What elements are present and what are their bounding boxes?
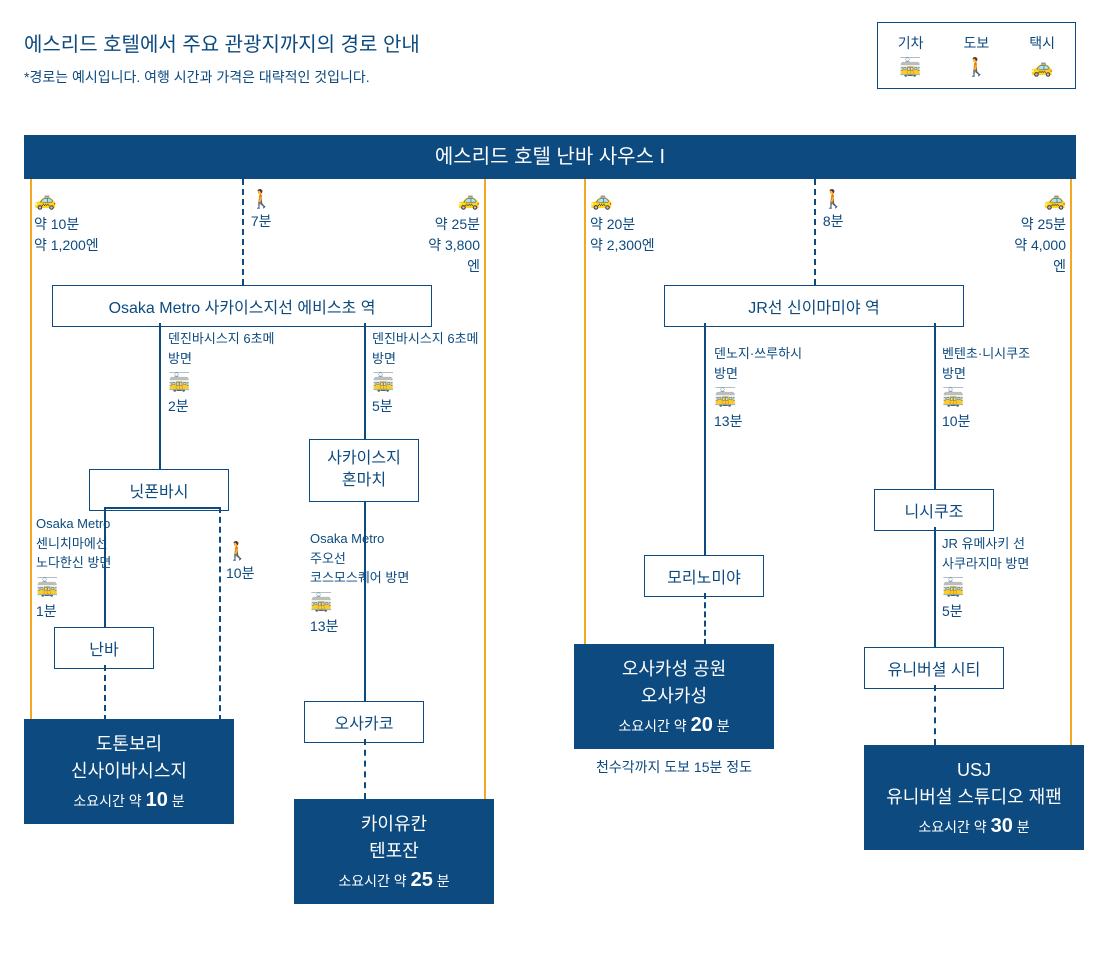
line-nishikujo-uc <box>934 527 936 647</box>
line-osakako-dest <box>364 739 366 799</box>
walk-line-2 <box>814 179 816 285</box>
line-morinomiya-dest <box>704 593 706 645</box>
train-icon: 🚋 <box>942 575 1029 600</box>
train-icon: 🚋 <box>942 385 1030 410</box>
station-nishikujo: 니시쿠조 <box>874 489 994 531</box>
page-subtitle: *경로는 예시입니다. 여행 시간과 가격은 대략적인 것입니다. <box>24 67 420 87</box>
seg-sakaisuji-osakako: Osaka Metro 주오선 코스모스퀘어 방면 🚋 13분 <box>310 529 409 637</box>
seg-nishikujo-uc: JR 유메사키 선 사쿠라지마 방면 🚋 5분 <box>942 534 1029 622</box>
taxi-label-1: 🚕 약 10분 약 1,200엔 <box>34 187 99 256</box>
station-ebisucho: Osaka Metro 사카이스지선 에비스초 역 <box>52 285 432 327</box>
station-jr-shinimamiya: JR선 신이마미야 역 <box>664 285 964 327</box>
legend-train-label: 기차 <box>898 33 924 53</box>
taxi-icon: 🚕 <box>1010 187 1066 214</box>
legend-walk: 도보 🚶 <box>963 33 989 78</box>
legend-taxi-label: 택시 <box>1029 33 1055 53</box>
seg-nippon-walk: 🚶 10분 <box>226 539 254 584</box>
train-icon: 🚋 <box>714 385 802 410</box>
line-nippon-walk <box>219 507 221 721</box>
line-namba-dest <box>104 665 106 721</box>
seg-jr-morinomiya: 덴노지·쓰루하시 방면 🚋 13분 <box>714 344 802 432</box>
hline-nippon-split <box>104 507 219 509</box>
route-diagram: 🚕 약 10분 약 1,200엔 🚕 약 25분 약 3,800엔 🚕 약 20… <box>24 179 1076 939</box>
station-sakaisuji-honmachi: 사카이스지 혼마치 <box>309 439 419 502</box>
station-nipponbashi: 닛폰바시 <box>89 469 229 511</box>
station-osakako: 오사카코 <box>304 701 424 743</box>
walk-label-2: 🚶 8분 <box>822 187 844 232</box>
osaka-castle-note: 천수각까지 도보 15분 정도 <box>596 757 752 777</box>
header: 에스리드 호텔에서 주요 관광지까지의 경로 안내 *경로는 예시입니다. 여행… <box>24 28 420 87</box>
seg-nippon-namba: Osaka Metro 센니치마에선 노다한신 방면 🚋 1분 <box>36 514 111 622</box>
taxi-line-4 <box>1070 179 1072 779</box>
legend-train: 기차 🚋 <box>898 33 924 78</box>
taxi-line-3 <box>584 179 586 644</box>
legend-taxi: 택시 🚕 <box>1029 33 1055 78</box>
line-ebisu-left <box>159 323 161 469</box>
walk-line-1 <box>242 179 244 285</box>
taxi-icon: 🚕 <box>34 187 99 214</box>
seg-jr-nishikujo: 벤텐초·니시쿠조 방면 🚋 10분 <box>942 344 1030 432</box>
taxi-label-4: 🚕 약 25분 약 4,000엔 <box>1010 187 1066 277</box>
dest-osaka-castle: 오사카성 공원 오사카성 소요시간 약 20 분 <box>574 644 774 749</box>
line-ebisu-right <box>364 323 366 439</box>
line-uc-dest <box>934 685 936 745</box>
taxi-line-2 <box>484 179 486 819</box>
train-icon: 🚋 <box>372 370 479 395</box>
walk-icon: 🚶 <box>250 187 272 212</box>
line-jr-right <box>934 323 936 489</box>
walk-icon: 🚶 <box>822 187 844 212</box>
walk-icon: 🚶 <box>963 57 989 78</box>
legend-walk-label: 도보 <box>963 33 989 53</box>
line-jr-left <box>704 323 706 555</box>
taxi-label-2: 🚕 약 25분 약 3,800엔 <box>424 187 480 277</box>
taxi-icon: 🚕 <box>590 187 655 214</box>
dest-kaiyukan: 카이유칸 텐포잔 소요시간 약 25 분 <box>294 799 494 904</box>
train-icon: 🚋 <box>168 370 275 395</box>
hotel-title-bar: 에스리드 호텔 난바 사우스 I <box>24 135 1076 179</box>
train-icon: 🚋 <box>898 57 924 78</box>
train-icon: 🚋 <box>36 575 111 600</box>
train-icon: 🚋 <box>310 590 409 615</box>
taxi-icon: 🚕 <box>1029 57 1055 78</box>
station-namba: 난바 <box>54 627 154 669</box>
seg-ebisu-sakaisuji: 덴진바시스지 6초메 방면 🚋 5분 <box>372 329 479 417</box>
seg-ebisu-nippon: 덴진바시스지 6초메 방면 🚋 2분 <box>168 329 275 417</box>
taxi-line-1 <box>30 179 32 719</box>
walk-label-1: 🚶 7분 <box>250 187 272 232</box>
station-universal-city: 유니버셜 시티 <box>864 647 1004 689</box>
taxi-icon: 🚕 <box>424 187 480 214</box>
page-title: 에스리드 호텔에서 주요 관광지까지의 경로 안내 <box>24 28 420 57</box>
dest-usj: USJ 유니버설 스튜디오 재팬 소요시간 약 30 분 <box>864 745 1084 850</box>
walk-icon: 🚶 <box>226 539 254 564</box>
station-morinomiya: 모리노미야 <box>644 555 764 597</box>
dest-dotonbori: 도톤보리 신사이바시스지 소요시간 약 10 분 <box>24 719 234 824</box>
legend-box: 기차 🚋 도보 🚶 택시 🚕 <box>877 22 1076 89</box>
taxi-label-3: 🚕 약 20분 약 2,300엔 <box>590 187 655 256</box>
